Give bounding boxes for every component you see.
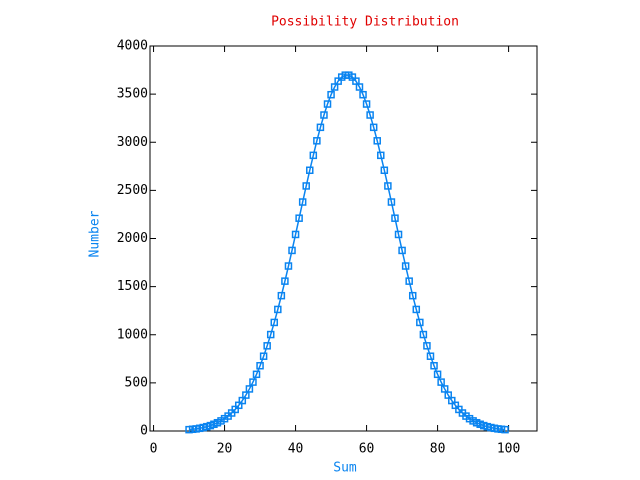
x-axis-label: Sum [333, 461, 357, 476]
y-axis-label: Number [88, 210, 103, 257]
point-marker [277, 291, 286, 300]
x-tick-label: 100 [497, 442, 520, 457]
point-marker [405, 277, 413, 285]
point-marker [394, 230, 403, 239]
point-marker [369, 123, 378, 132]
point-marker [408, 291, 417, 300]
point-marker [281, 277, 289, 285]
y-tick-label: 0 [140, 424, 148, 439]
point-marker [423, 342, 431, 350]
point-marker [263, 342, 271, 350]
point-marker [266, 330, 275, 339]
y-tick-label: 500 [125, 375, 148, 390]
point-marker [419, 330, 428, 339]
point-marker [355, 83, 364, 91]
point-marker [302, 182, 310, 190]
point-marker [252, 370, 261, 379]
point-marker [377, 151, 385, 160]
y-tick-label: 1500 [117, 279, 148, 294]
point-marker [256, 361, 264, 370]
point-marker [327, 90, 335, 99]
point-marker [373, 137, 381, 145]
point-marker [274, 305, 282, 314]
point-marker [288, 246, 296, 255]
point-marker [316, 123, 325, 132]
y-tick-label: 1000 [117, 327, 148, 342]
x-tick-label: 0 [150, 442, 158, 457]
point-marker [384, 182, 392, 190]
point-marker [430, 361, 438, 370]
y-tick-label: 2500 [117, 183, 148, 198]
y-tick-label: 4000 [117, 39, 148, 54]
y-tick-label: 3500 [117, 87, 148, 102]
point-marker [412, 305, 421, 314]
point-marker [501, 425, 509, 434]
point-marker [426, 352, 435, 360]
point-marker [309, 151, 318, 160]
point-marker [298, 198, 307, 206]
point-marker [291, 230, 300, 239]
point-marker [437, 378, 445, 386]
point-marker [249, 378, 257, 386]
x-tick-label: 20 [217, 442, 233, 457]
point-marker [323, 100, 332, 108]
point-marker [245, 385, 254, 393]
point-marker [391, 214, 399, 222]
point-marker [295, 214, 303, 222]
plot-frame [149, 45, 538, 432]
y-tick-label: 2000 [117, 231, 148, 246]
series-line [188, 74, 506, 431]
point-marker [401, 262, 410, 270]
point-marker [380, 166, 389, 175]
y-tick-label: 3000 [117, 135, 148, 150]
x-tick-label: 80 [430, 442, 446, 457]
point-marker [362, 100, 371, 108]
point-marker [366, 111, 374, 119]
point-marker [359, 90, 367, 99]
point-marker [416, 318, 424, 327]
point-marker [284, 262, 293, 270]
point-marker [398, 246, 406, 255]
point-marker [313, 137, 321, 145]
point-marker [387, 198, 396, 206]
chart-title: Possibility Distribution [271, 15, 459, 30]
point-marker [433, 370, 442, 379]
point-marker [270, 318, 279, 327]
point-marker [259, 352, 268, 360]
point-marker [306, 166, 314, 175]
point-marker [320, 111, 328, 119]
x-tick-label: 60 [359, 442, 375, 457]
x-tick-label: 40 [288, 442, 304, 457]
